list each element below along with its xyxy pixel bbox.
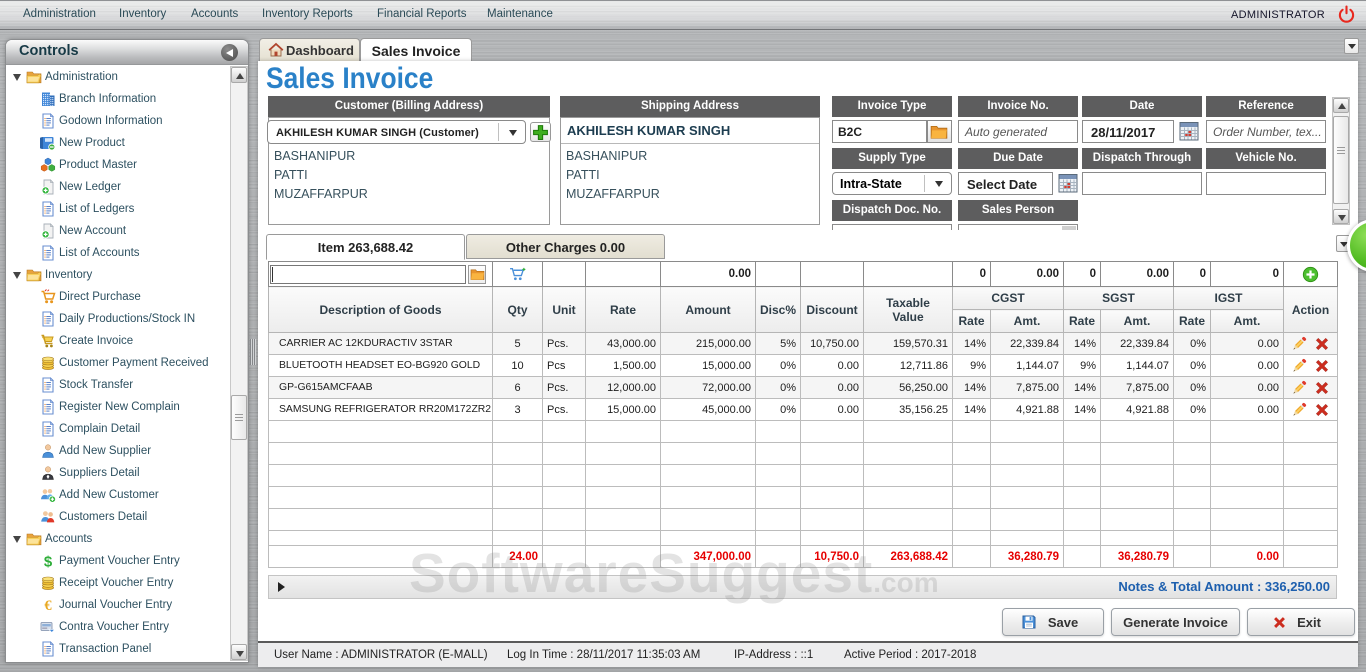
svg-text:€: € [44,598,52,613]
svg-text:$: $ [44,554,53,570]
